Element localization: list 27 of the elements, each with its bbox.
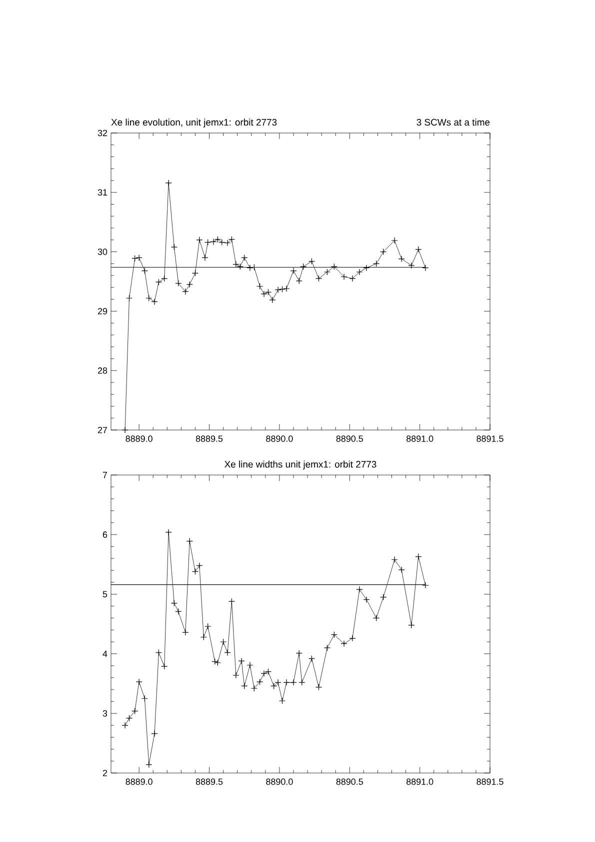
y-tick-label: 29: [98, 308, 108, 314]
x-tick-label: 8889.0: [126, 778, 152, 785]
y-tick-label: 5: [102, 591, 108, 598]
y-tick-label: 3: [102, 710, 108, 717]
x-tick-label: 8891.5: [476, 436, 504, 442]
y-tick-label: 30: [98, 248, 108, 255]
y-tick-label: 4: [102, 650, 108, 657]
y-tick-label: 27: [98, 426, 108, 434]
x-tick-label: 8890.0: [266, 778, 293, 785]
x-tick-label: 8889.5: [196, 778, 223, 785]
y-tick-label: 6: [102, 531, 108, 538]
x-tick-label: 8889.0: [126, 436, 152, 442]
chart-title: Xe line widths unit jemx1: orbit 2773: [224, 460, 376, 470]
x-tick-label: 8890.5: [336, 778, 363, 785]
x-tick-label: 8891.0: [406, 778, 434, 785]
x-tick-label: 8891.0: [406, 436, 434, 442]
x-tick-label: 8891.5: [476, 778, 504, 785]
y-tick-label: 31: [98, 189, 108, 196]
y-tick-label: 2: [102, 770, 108, 776]
y-tick-label: 32: [98, 130, 108, 136]
chart-subtitle: 3 SCWs at a time: [416, 118, 490, 126]
x-tick-label: 8890.0: [266, 436, 293, 442]
x-tick-label: 8890.5: [336, 436, 363, 442]
chart-title: Xe line evolution, unit jemx1: orbit 2773: [111, 118, 277, 128]
x-tick-label: 8889.5: [196, 436, 223, 442]
y-tick-label: 28: [98, 367, 108, 374]
y-tick-label: 7: [102, 472, 108, 478]
